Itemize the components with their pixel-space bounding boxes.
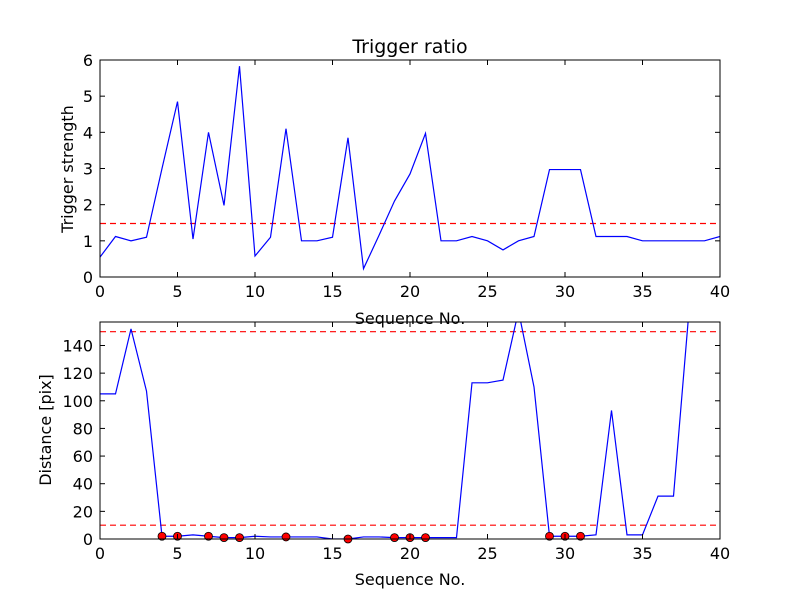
data-point-marker	[390, 533, 399, 543]
data-point-marker	[204, 531, 213, 541]
y-tick-label: 4	[83, 123, 93, 142]
plot-area	[100, 66, 720, 271]
x-tick-label: 0	[95, 544, 105, 563]
x-tick-label: 30	[555, 282, 575, 301]
chart-title: Trigger ratio	[351, 36, 467, 58]
y-tick-label: 3	[83, 160, 93, 179]
y-tick-label: 80	[73, 419, 93, 438]
x-tick-label: 0	[95, 282, 105, 301]
x-tick-label: 15	[322, 282, 342, 301]
y-tick-label: 40	[73, 475, 93, 494]
series-line	[100, 66, 720, 271]
x-tick-label: 35	[632, 544, 652, 563]
y-tick-label: 0	[83, 268, 93, 287]
x-tick-label: 35	[632, 282, 652, 301]
distance-panel: 0 5 10 15 20 25 30 35 40 0 20 40 60 80 100 120 140 Seque…	[36, 321, 730, 589]
x-axis-label: Sequence No.	[355, 570, 466, 589]
y-tick-label: 140	[62, 336, 93, 355]
data-point-marker	[235, 533, 244, 543]
data-point-marker	[576, 531, 585, 541]
trigger-ratio-panel: Trigger ratio 0 5 10 15 20 25 30 35 40 0 1 2 3 4 5 6 Tr…	[58, 36, 730, 301]
y-tick-label: 100	[62, 392, 93, 411]
y-tick-label: 2	[83, 196, 93, 215]
x-tick-label: 20	[400, 282, 420, 301]
x-tick-label: 5	[172, 544, 182, 563]
y-tick-label: 5	[83, 87, 93, 106]
x-tick-label: 5	[172, 282, 182, 301]
data-point-marker	[219, 533, 229, 543]
x-tick-label: 40	[710, 544, 730, 563]
data-point-marker	[281, 532, 291, 542]
y-tick-label: 0	[83, 530, 93, 549]
x-tick-label: 20	[400, 544, 420, 563]
y-axis-label: Trigger strength	[58, 105, 77, 234]
x-axis-label: Sequence No.	[355, 309, 466, 328]
x-tick-label: 30	[555, 544, 575, 563]
y-axis-label: Distance [pix]	[36, 374, 55, 486]
x-tick-label: 15	[322, 544, 342, 563]
x-tick-label: 40	[710, 282, 730, 301]
y-tick-label: 120	[62, 364, 93, 383]
y-tick-label: 6	[83, 51, 93, 70]
data-point-marker	[421, 533, 430, 543]
x-tick-label: 25	[477, 282, 497, 301]
data-point-marker	[157, 531, 167, 541]
x-tick-label: 25	[477, 544, 497, 563]
y-tick-label: 1	[83, 232, 93, 251]
y-tick-label: 20	[73, 502, 93, 521]
x-tick-label: 10	[245, 282, 265, 301]
y-tick-label: 60	[73, 447, 93, 466]
x-tick-label: 10	[245, 544, 265, 563]
data-point-marker	[545, 531, 554, 541]
